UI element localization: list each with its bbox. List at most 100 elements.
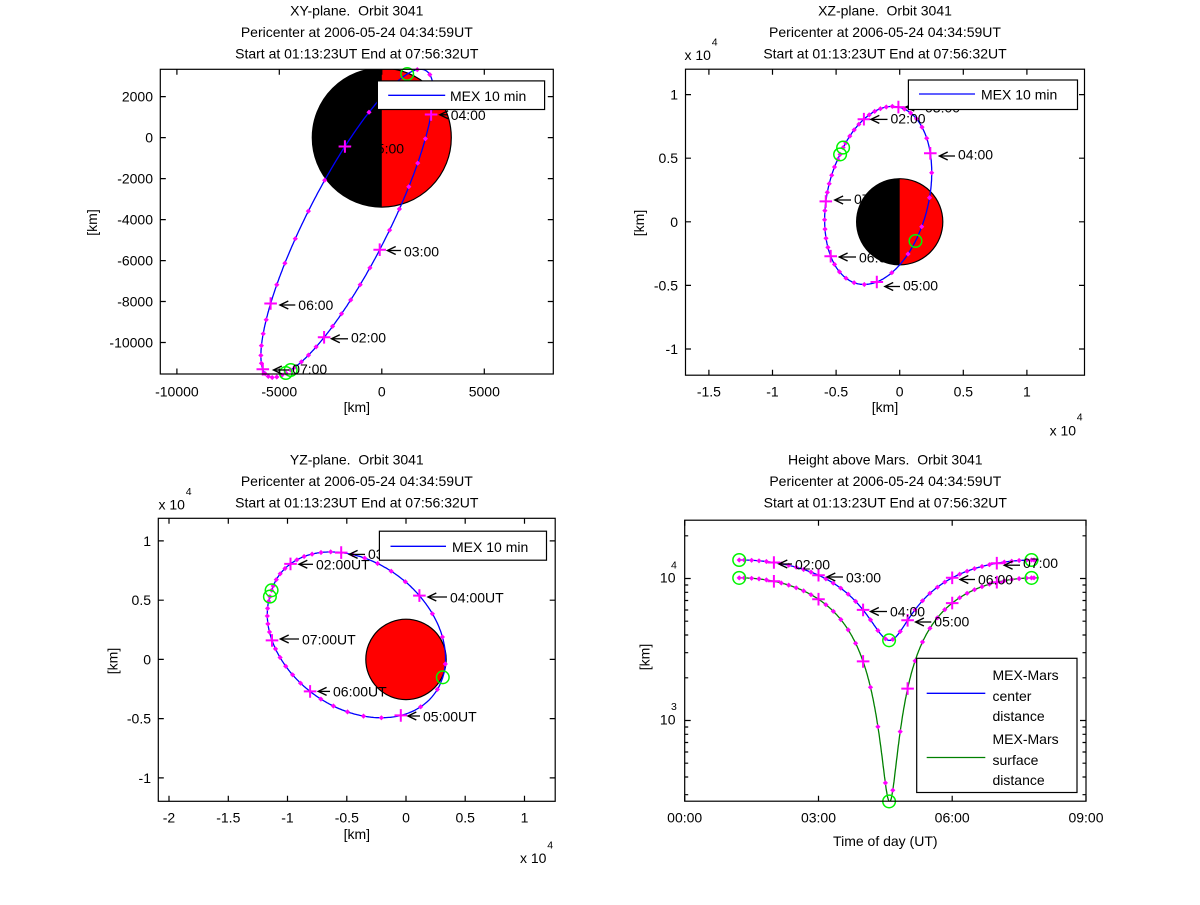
svg-text:10: 10 (660, 570, 676, 586)
svg-text:x 10: x 10 (159, 497, 186, 513)
svg-text:MEX 10 min: MEX 10 min (452, 539, 528, 555)
svg-text:x 10: x 10 (520, 850, 547, 866)
svg-text:1: 1 (521, 810, 529, 826)
svg-text:05:00: 05:00 (903, 278, 938, 294)
svg-text:Pericenter at 2006-05-24 04:34: Pericenter at 2006-05-24 04:34:59UT (769, 24, 1001, 40)
svg-text:0: 0 (143, 651, 151, 667)
svg-text:03:00: 03:00 (846, 569, 881, 585)
svg-text:06:00UT: 06:00UT (333, 684, 387, 700)
svg-text:4: 4 (671, 560, 677, 572)
svg-text:Start at 01:13:23UT End at 07:: Start at 01:13:23UT End at 07:56:32UT (235, 46, 479, 62)
svg-text:0: 0 (896, 384, 904, 400)
svg-text:03:00: 03:00 (801, 810, 836, 826)
svg-text:Pericenter at 2006-05-24 04:34: Pericenter at 2006-05-24 04:34:59UT (241, 24, 473, 40)
svg-text:00:00: 00:00 (667, 810, 702, 826)
svg-text:XZ-plane. Orbit 3041: XZ-plane. Orbit 3041 (818, 3, 952, 19)
svg-text:YZ-plane. Orbit 3041: YZ-plane. Orbit 3041 (290, 452, 424, 468)
svg-text:07:00: 07:00 (292, 361, 327, 377)
svg-text:Start at 01:13:23UT End at 07:: Start at 01:13:23UT End at 07:56:32UT (235, 495, 479, 511)
svg-text:-10000: -10000 (109, 335, 153, 351)
svg-text:2000: 2000 (122, 89, 153, 105)
svg-text:Start at 01:13:23UT End at 07:: Start at 01:13:23UT End at 07:56:32UT (763, 46, 1007, 62)
svg-text:06:00: 06:00 (935, 810, 970, 826)
svg-text:x 10: x 10 (685, 47, 712, 63)
svg-text:07:00: 07:00 (854, 191, 889, 207)
svg-text:-2000: -2000 (117, 171, 153, 187)
svg-text:-5000: -5000 (261, 384, 297, 400)
svg-text:0.5: 0.5 (954, 384, 974, 400)
svg-text:09:00: 09:00 (1068, 810, 1103, 826)
svg-text:04:00: 04:00 (451, 107, 486, 123)
svg-text:[km]: [km] (344, 826, 370, 842)
svg-text:center: center (993, 688, 1032, 704)
svg-text:06:00: 06:00 (859, 249, 894, 265)
svg-text:10: 10 (660, 712, 676, 728)
svg-text:Time of day (UT): Time of day (UT) (833, 833, 938, 849)
svg-text:04:00UT: 04:00UT (450, 589, 504, 605)
svg-text:-2: -2 (163, 810, 176, 826)
svg-text:[km]: [km] (637, 644, 653, 670)
svg-text:x 10: x 10 (1050, 423, 1077, 439)
svg-text:-1: -1 (139, 770, 152, 786)
svg-text:4: 4 (547, 840, 553, 852)
svg-text:-1.5: -1.5 (697, 384, 721, 400)
svg-text:07:00UT: 07:00UT (302, 631, 356, 647)
svg-text:distance: distance (993, 772, 1045, 788)
svg-text:-0.5: -0.5 (127, 711, 151, 727)
svg-text:-1: -1 (281, 810, 294, 826)
svg-text:distance: distance (993, 708, 1045, 724)
svg-text:MEX 10 min: MEX 10 min (450, 88, 526, 104)
svg-text:0: 0 (378, 384, 386, 400)
svg-text:-0.5: -0.5 (335, 810, 359, 826)
svg-text:06:00: 06:00 (978, 572, 1013, 588)
svg-text:0.5: 0.5 (455, 810, 475, 826)
svg-text:03:00: 03:00 (404, 243, 439, 259)
svg-text:[km]: [km] (631, 210, 647, 236)
svg-text:07:00: 07:00 (1023, 555, 1058, 571)
svg-text:02:00: 02:00 (795, 556, 830, 572)
svg-text:-4000: -4000 (117, 212, 153, 228)
svg-text:1: 1 (1023, 384, 1031, 400)
svg-text:0: 0 (670, 214, 678, 230)
svg-text:05:00UT: 05:00UT (423, 708, 477, 724)
svg-text:[km]: [km] (105, 648, 121, 674)
svg-text:MEX 10 min: MEX 10 min (981, 87, 1057, 103)
svg-text:04:00: 04:00 (958, 146, 993, 162)
svg-text:MEX-Mars: MEX-Mars (993, 667, 1059, 683)
svg-text:04:00: 04:00 (890, 603, 925, 619)
svg-text:02:00: 02:00 (891, 111, 926, 127)
svg-text:-10000: -10000 (155, 384, 199, 400)
svg-text:-6000: -6000 (117, 253, 153, 269)
svg-text:4: 4 (186, 486, 192, 498)
svg-text:surface: surface (993, 752, 1039, 768)
svg-text:-1: -1 (766, 384, 779, 400)
svg-text:05:00: 05:00 (934, 613, 969, 629)
svg-text:Start at 01:13:23UT End at 07:: Start at 01:13:23UT End at 07:56:32UT (764, 495, 1008, 511)
svg-text:-0.5: -0.5 (654, 277, 678, 293)
svg-text:Height above Mars. Orbit 3041: Height above Mars. Orbit 3041 (788, 452, 983, 468)
svg-text:1: 1 (670, 87, 678, 103)
svg-text:1: 1 (143, 533, 151, 549)
svg-text:[km]: [km] (872, 399, 898, 415)
svg-text:-1: -1 (666, 341, 679, 357)
svg-text:02:00: 02:00 (351, 330, 386, 346)
svg-text:XY-plane. Orbit 3041: XY-plane. Orbit 3041 (290, 3, 424, 19)
svg-text:3: 3 (671, 701, 677, 713)
svg-text:5000: 5000 (469, 384, 500, 400)
svg-text:Pericenter at 2006-05-24 04:34: Pericenter at 2006-05-24 04:34:59UT (241, 473, 473, 489)
svg-text:-1.5: -1.5 (216, 810, 240, 826)
svg-text:0.5: 0.5 (132, 592, 152, 608)
svg-text:[km]: [km] (84, 209, 100, 235)
svg-text:0.5: 0.5 (659, 150, 679, 166)
svg-text:0: 0 (145, 130, 153, 146)
svg-text:4: 4 (712, 37, 718, 49)
svg-text:Pericenter at 2006-05-24 04:34: Pericenter at 2006-05-24 04:34:59UT (769, 473, 1001, 489)
svg-text:4: 4 (1077, 412, 1083, 424)
svg-text:MEX-Mars: MEX-Mars (993, 731, 1059, 747)
svg-text:0: 0 (402, 810, 410, 826)
svg-text:02:00UT: 02:00UT (316, 557, 370, 573)
svg-text:-0.5: -0.5 (824, 384, 848, 400)
svg-text:06:00: 06:00 (298, 297, 333, 313)
svg-text:05:00: 05:00 (369, 141, 404, 157)
svg-text:-8000: -8000 (117, 294, 153, 310)
